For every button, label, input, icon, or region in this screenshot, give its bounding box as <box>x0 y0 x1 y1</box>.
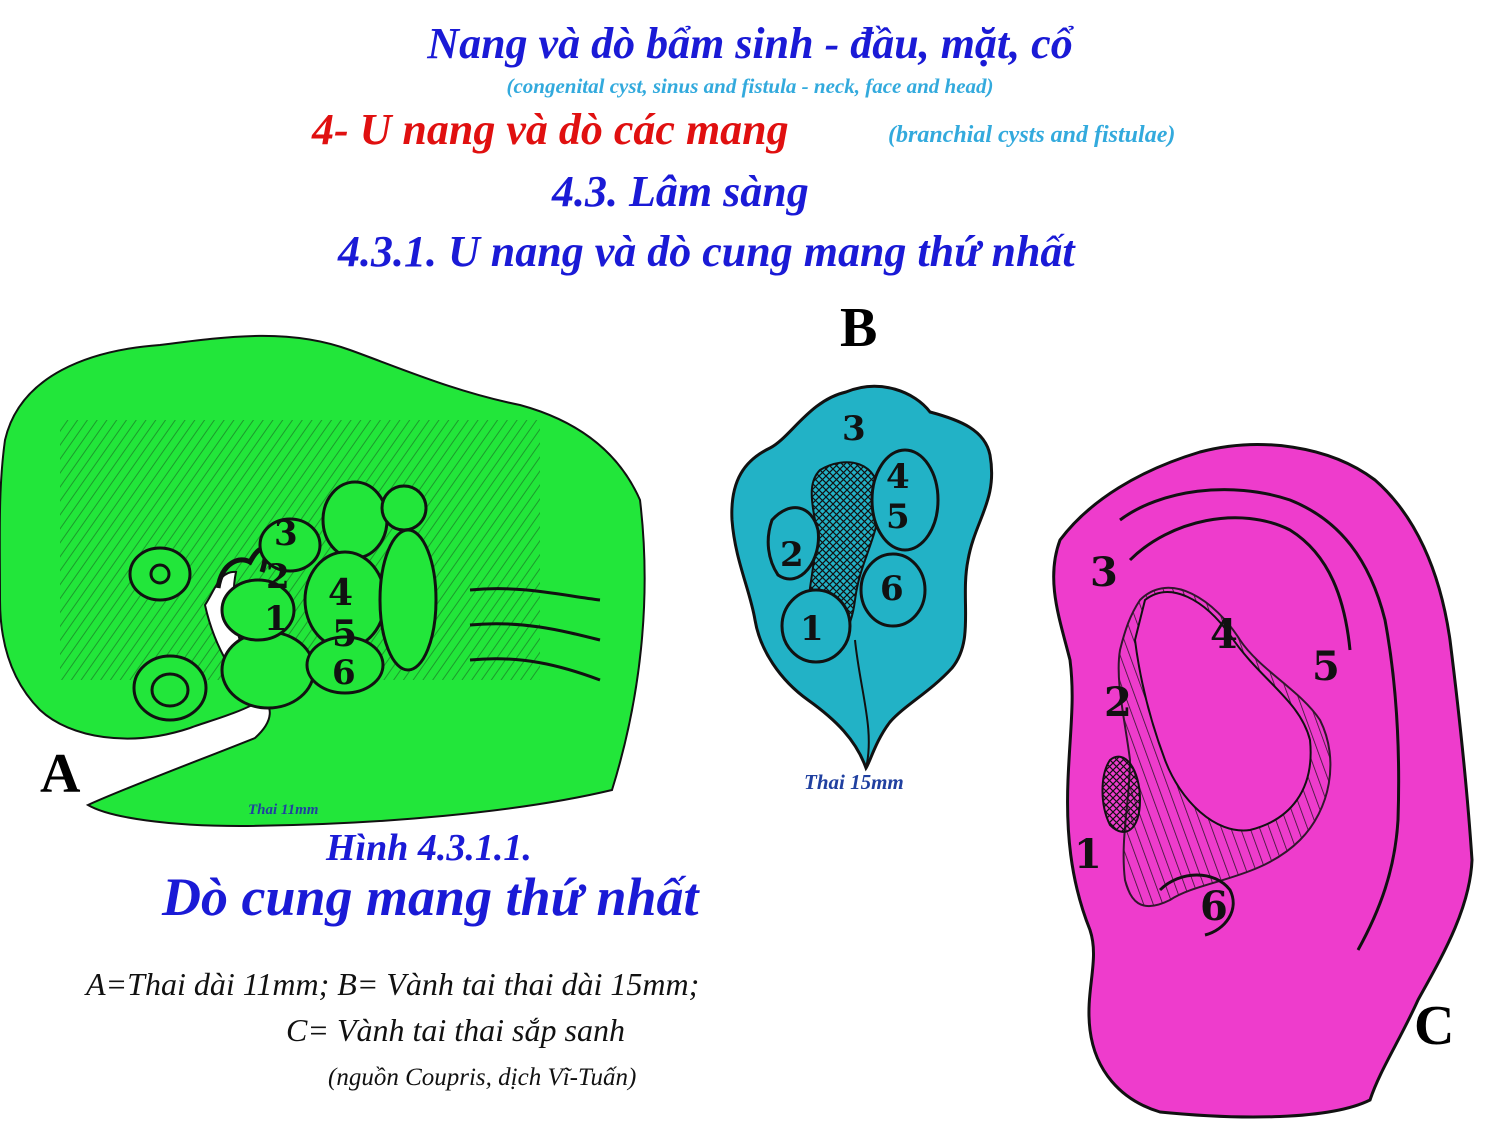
svg-text:3: 3 <box>1090 549 1118 596</box>
figure-source: (nguồn Coupris, dịch Vĩ-Tuấn) <box>328 1064 637 1091</box>
svg-text:1: 1 <box>1074 831 1102 878</box>
svg-text:6: 6 <box>332 653 356 693</box>
svg-text:4: 4 <box>1210 611 1238 658</box>
subsection-heading: 4.3.1. U nang và dò cung mang thứ nhất <box>338 227 1075 276</box>
figure-label-b: B <box>840 297 878 359</box>
figure-caption-line-1: A=Thai dài 11mm; B= Vành tai thai dài 15… <box>86 966 700 1002</box>
svg-text:6: 6 <box>880 569 904 609</box>
svg-text:2: 2 <box>266 557 290 597</box>
embryo-size-label: Thai 11mm <box>248 802 319 818</box>
svg-text:3: 3 <box>842 409 866 449</box>
figure-label-a: A <box>40 743 81 805</box>
svg-text:3: 3 <box>274 514 298 554</box>
figure-caption-line-2: C= Vành tai thai sắp sanh <box>286 1012 625 1048</box>
page-title: Nang và dò bẩm sinh - đầu, mặt, cổ <box>427 19 1073 68</box>
figure-number: Hình 4.3.1.1. <box>326 827 532 869</box>
clinical-heading: 4.3. Lâm sàng <box>552 167 809 216</box>
page-title-english: (congenital cyst, sinus and fistula - ne… <box>506 74 994 98</box>
newborn-ear-illustration: 3 4 5 2 1 6 <box>1052 443 1474 1119</box>
svg-text:4: 4 <box>328 572 353 614</box>
svg-text:4: 4 <box>886 457 910 497</box>
figure-label-c: C <box>1414 995 1455 1057</box>
svg-text:5: 5 <box>886 497 910 537</box>
svg-text:6: 6 <box>1200 883 1228 930</box>
section-heading-english: (branchial cysts and fistulae) <box>888 122 1176 148</box>
svg-text:2: 2 <box>780 535 804 575</box>
svg-text:5: 5 <box>1312 643 1340 690</box>
svg-text:2: 2 <box>1104 679 1132 726</box>
fetal-ear-illustration: 3 4 5 2 6 1 <box>730 384 994 772</box>
svg-text:1: 1 <box>264 599 288 639</box>
embryo-illustration: 3 2 1 4 5 6 <box>0 334 646 828</box>
svg-text:5: 5 <box>332 613 357 655</box>
section-heading: 4- U nang và dò các mang <box>312 105 789 154</box>
fetal-ear-size-label: Thai 15mm <box>804 770 904 794</box>
figure-title: Dò cung mang thứ nhất <box>162 867 699 927</box>
svg-text:1: 1 <box>800 609 824 649</box>
